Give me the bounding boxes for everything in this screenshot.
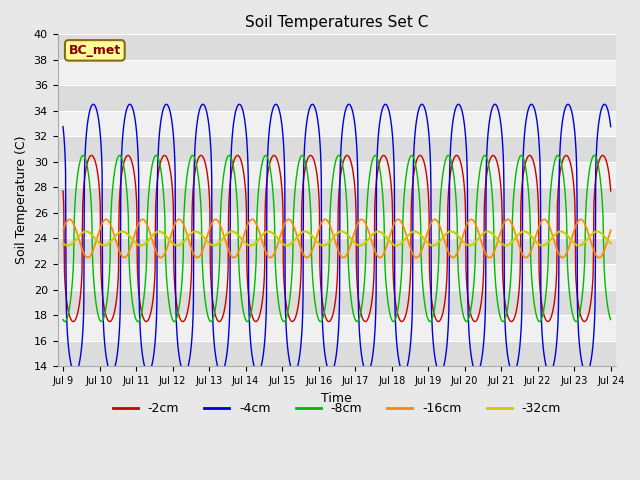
Bar: [58, 289, 616, 315]
Bar: [58, 341, 616, 366]
Bar: [58, 187, 616, 213]
Bar: [58, 34, 616, 60]
Bar: [58, 111, 616, 136]
Bar: [58, 85, 616, 111]
Title: Soil Temperatures Set C: Soil Temperatures Set C: [245, 15, 429, 30]
Bar: [58, 239, 616, 264]
Bar: [58, 213, 616, 239]
Bar: [58, 315, 616, 341]
Text: BC_met: BC_met: [68, 44, 121, 57]
X-axis label: Time: Time: [321, 392, 352, 405]
Y-axis label: Soil Temperature (C): Soil Temperature (C): [15, 136, 28, 264]
Bar: [58, 136, 616, 162]
Bar: [58, 264, 616, 289]
Legend: -2cm, -4cm, -8cm, -16cm, -32cm: -2cm, -4cm, -8cm, -16cm, -32cm: [108, 397, 566, 420]
Bar: [58, 60, 616, 85]
Bar: [58, 162, 616, 187]
